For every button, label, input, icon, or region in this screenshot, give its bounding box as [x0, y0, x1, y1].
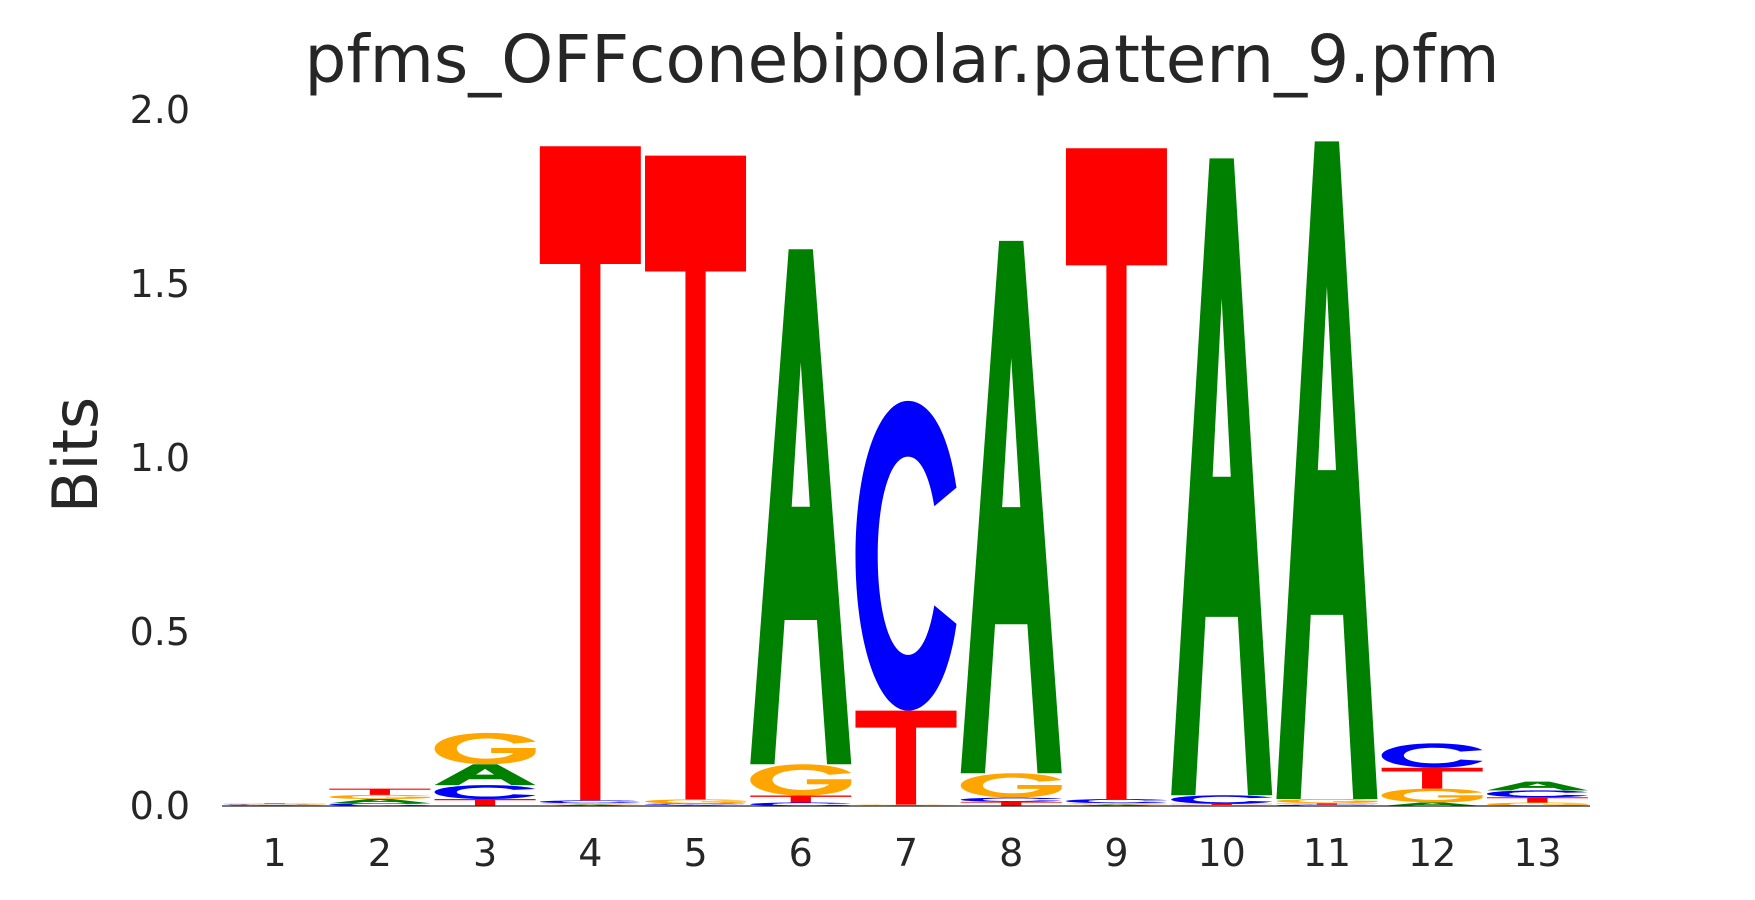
- x-tick-label: 10: [1198, 831, 1246, 875]
- logo-letter-a-pos-6: [750, 249, 852, 765]
- x-tick-label: 2: [368, 831, 392, 875]
- x-tick-label: 1: [263, 831, 287, 875]
- logo-letter-g-pos-3: [434, 732, 536, 765]
- y-tick-label: 1.5: [130, 262, 190, 306]
- logo-letter-t-pos-8: [960, 801, 1062, 806]
- x-tick-label: 8: [999, 831, 1023, 875]
- logo-letter-c-pos-7: [855, 400, 957, 711]
- logo-letter-g-pos-13: [1486, 802, 1588, 806]
- logo-letter-c-pos-4: [539, 800, 641, 804]
- logo-letter-t-pos-9: [1065, 148, 1167, 800]
- logo-letter-g-pos-5: [645, 799, 747, 804]
- logo-letter-c-pos-10: [1171, 795, 1273, 804]
- logo-letter-g-pos-4: [539, 803, 641, 805]
- chart-title: pfms_OFFconebipolar.pattern_9.pfm: [304, 21, 1499, 98]
- logo-letter-a-pos-11: [1276, 141, 1378, 800]
- logo-letter-t-pos-1: [224, 803, 326, 804]
- logo-letter-t-pos-11: [1276, 803, 1378, 805]
- logo-letter-c-pos-2: [329, 803, 431, 806]
- logo-letter-t-pos-2: [329, 788, 431, 795]
- logo-letter-t-pos-3: [434, 799, 536, 806]
- x-tick-label: 3: [473, 831, 497, 875]
- y-tick-label: 2.0: [130, 88, 190, 132]
- logo-letter-t-pos-10: [1171, 803, 1273, 805]
- logo-letter-g-pos-9: [1065, 803, 1167, 805]
- logo-letter-c-pos-13: [1486, 790, 1588, 798]
- logo-letter-a-pos-8: [960, 240, 1062, 774]
- logo-letter-a-pos-10: [1171, 158, 1273, 796]
- logo-letter-a-pos-2: [329, 799, 431, 804]
- logo-letter-t-pos-7: [855, 710, 957, 805]
- logo-letter-a-pos-12: [1381, 802, 1483, 806]
- logo-letter-t-pos-5: [645, 155, 747, 800]
- y-tick-label: 0.0: [130, 784, 190, 828]
- x-tick-label: 4: [578, 831, 602, 875]
- logo-letter-c-pos-6: [750, 802, 852, 806]
- y-tick-label: 1.0: [130, 436, 190, 480]
- x-tick-label: 5: [683, 831, 707, 875]
- y-axis-ticks: 0.0 0.5 1.0 1.5 2.0: [130, 88, 190, 828]
- logo-letter-c-pos-5: [645, 803, 747, 805]
- logo-letter-g-pos-2: [329, 794, 431, 800]
- logo-letter-g-pos-8: [960, 773, 1062, 798]
- y-tick-label: 0.5: [130, 610, 190, 654]
- logo-letter-c-pos-3: [434, 785, 536, 800]
- logo-letter-c-pos-9: [1065, 799, 1167, 804]
- logo-letter-a-pos-13: [1486, 781, 1588, 791]
- x-tick-label: 6: [789, 831, 813, 875]
- logo-letter-g-pos-7: [855, 804, 957, 806]
- logo-letter-c-pos-8: [960, 797, 1062, 802]
- x-tick-label: 13: [1513, 831, 1561, 875]
- logo-letter-t-pos-13: [1486, 797, 1588, 803]
- logo-letter-t-pos-12: [1381, 767, 1483, 789]
- logo-letter-a-pos-3: [434, 764, 536, 786]
- logo-letter-t-pos-4: [539, 146, 641, 801]
- x-tick-label: 7: [894, 831, 918, 875]
- x-tick-label: 11: [1303, 831, 1351, 875]
- logo-letter-g-pos-12: [1381, 788, 1483, 803]
- logo-letter-g-pos-1: [224, 803, 326, 805]
- logo-letter-c-pos-12: [1381, 743, 1483, 768]
- logo-letter-g-pos-6: [750, 764, 852, 796]
- logo-letter-t-pos-6: [750, 795, 852, 803]
- y-axis-label: Bits: [39, 397, 112, 513]
- logo-letter-c-pos-1: [224, 804, 326, 806]
- x-tick-label: 12: [1408, 831, 1456, 875]
- logo-glyphs: [224, 141, 1588, 806]
- x-axis-ticks: 1 2 3 4 5 6 7 8 9 10 11 12 13: [263, 831, 1562, 875]
- x-tick-label: 9: [1104, 831, 1128, 875]
- logo-letter-g-pos-11: [1276, 799, 1378, 804]
